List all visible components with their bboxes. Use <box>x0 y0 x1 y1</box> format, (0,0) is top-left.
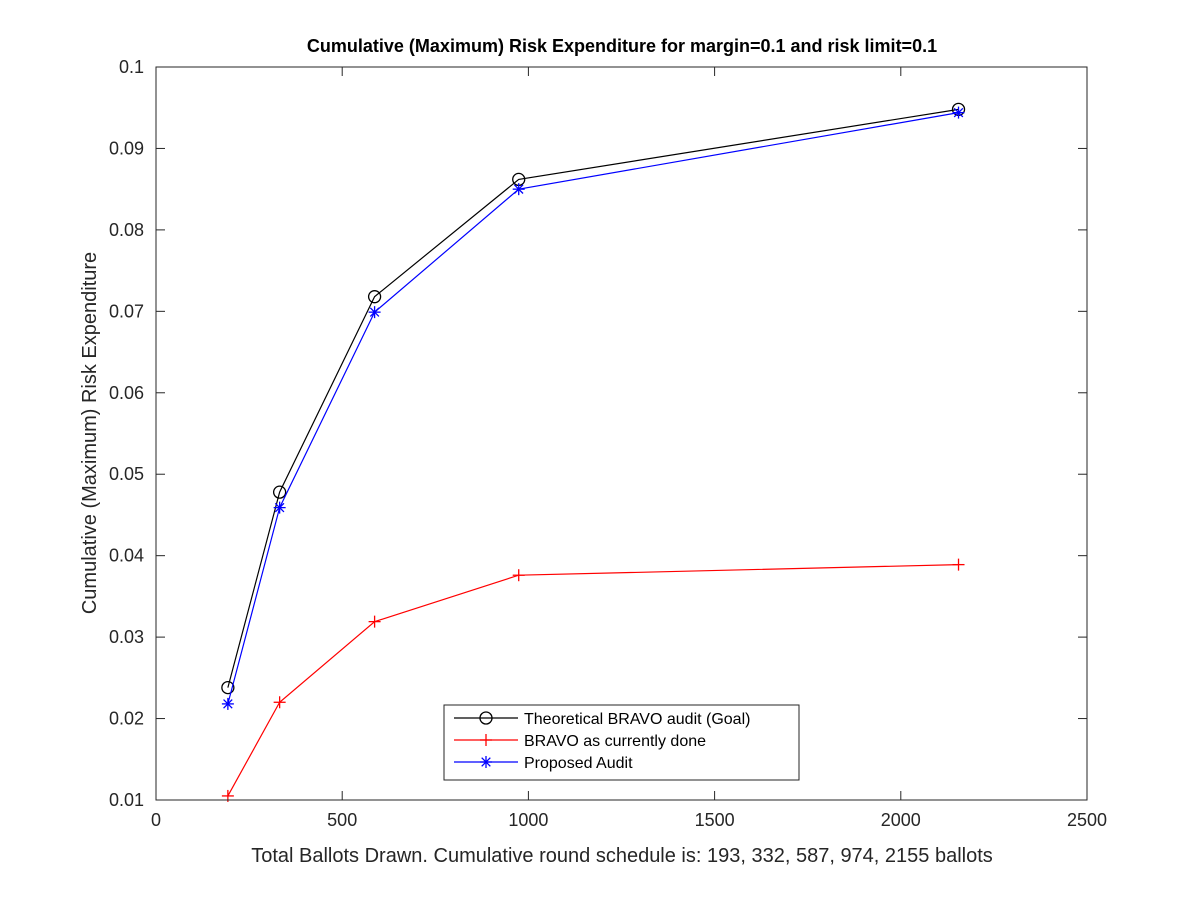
series-3-point <box>368 306 381 319</box>
legend-label: BRAVO as currently done <box>524 733 706 750</box>
series-2-point <box>273 696 286 709</box>
legend: Theoretical BRAVO audit (Goal) BRAVO as c… <box>443 704 800 781</box>
x-tick-label: 2500 <box>1067 810 1107 830</box>
y-axis-label: Cumulative (Maximum) Risk Expenditure <box>79 252 101 614</box>
series-1-point <box>367 290 382 304</box>
plot-area <box>156 67 1087 800</box>
x-tick-label: 0 <box>151 810 161 830</box>
series-layer <box>221 102 966 802</box>
y-tick-label: 0.03 <box>109 627 144 647</box>
legend-marker <box>480 756 492 768</box>
legend-label: Theoretical BRAVO audit (Goal) <box>524 711 750 728</box>
chart-title: Cumulative (Maximum) Risk Expenditure fo… <box>307 36 937 56</box>
x-tick-label: 2000 <box>881 810 921 830</box>
y-tick-label: 0.01 <box>109 790 144 810</box>
x-tick-label: 1000 <box>508 810 548 830</box>
x-axis-label: Total Ballots Drawn. Cumulative round sc… <box>251 845 993 867</box>
series-1-point <box>221 680 235 695</box>
legend-entry: BRAVO as currently done <box>454 733 706 750</box>
y-tick-label: 0.05 <box>109 464 144 484</box>
series-2-point <box>512 569 525 582</box>
legend-marker <box>479 711 493 725</box>
series-3-point <box>512 183 525 196</box>
series-line-1 <box>227 108 959 688</box>
y-tick-label: 0.06 <box>109 383 144 403</box>
y-tick-label: 0.02 <box>109 709 144 729</box>
y-tick-label: 0.09 <box>109 138 144 158</box>
series-3-point <box>273 501 286 514</box>
plot-frame <box>155 66 1088 801</box>
legend-entries: Theoretical BRAVO audit (Goal) BRAVO as c… <box>454 711 750 772</box>
legend-entry: Theoretical BRAVO audit (Goal) <box>454 711 750 728</box>
series-2-point <box>952 558 965 571</box>
x-tick-label: 500 <box>327 810 357 830</box>
y-tick-label: 0.07 <box>109 301 144 321</box>
y-tick-label: 0.08 <box>109 220 144 240</box>
series-3-point <box>952 106 965 119</box>
legend-entry: Proposed Audit <box>454 755 633 772</box>
y-tick-label: 0.04 <box>109 546 144 566</box>
x-tick-label: 1500 <box>695 810 735 830</box>
ticks-layer: 0 500 1000 1500 2000 2500 0.01 0.02 0.03 0.04 0.05… <box>109 57 1107 830</box>
series-3-point <box>221 697 234 710</box>
legend-label: Proposed Audit <box>524 755 633 772</box>
series-1-point <box>272 485 287 499</box>
legend-marker <box>480 734 492 746</box>
series-2-point <box>368 615 381 628</box>
y-tick-label: 0.1 <box>119 57 144 77</box>
